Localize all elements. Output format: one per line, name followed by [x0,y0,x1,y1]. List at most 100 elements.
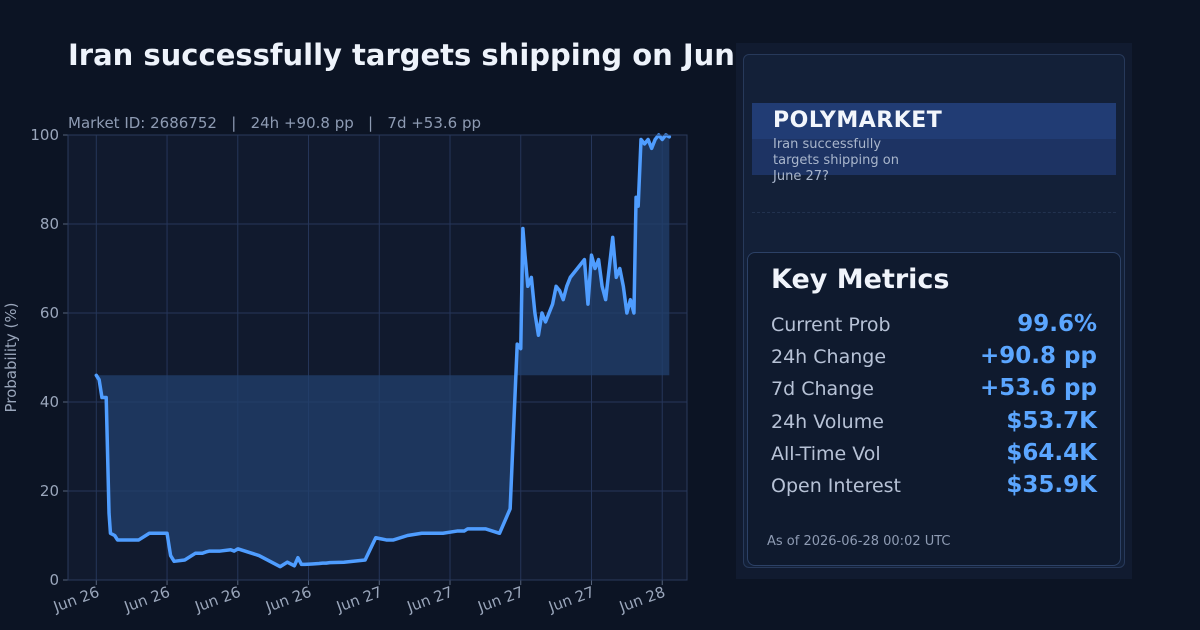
metric-row-all-time-volume: All-Time Vol $64.4K [771,440,1097,473]
as-of-timestamp: As of 2026-06-28 00:02 UTC [767,534,951,549]
y-tick-label: 60 [40,304,59,322]
data-point [102,396,105,399]
market-subtitle: Market ID: 2686752 | 24h +90.8 pp | 7d +… [68,114,482,132]
data-point [618,267,621,270]
data-point [148,532,151,535]
data-point [622,285,625,288]
plot-frame [67,134,688,581]
data-point [293,564,296,567]
data-point [236,548,239,550]
data-point [364,559,366,561]
metric-value: +90.8 pp [980,343,1097,369]
data-point [569,276,572,279]
metric-value: +53.6 pp [980,375,1097,401]
metric-value: $53.7K [1006,408,1097,434]
data-point [590,254,593,256]
data-point [668,135,671,138]
data-point [119,539,122,541]
data-point [374,536,377,539]
data-point [258,554,260,557]
data-point [137,539,140,541]
fill-layer [96,135,670,567]
x-tick-label: Jun 26 [262,583,314,616]
y-tick-label: 40 [40,393,59,411]
x-tick-label: Jun 27 [404,583,456,616]
metric-value: $64.4K [1006,440,1097,466]
data-point [194,552,197,555]
x-tick-label: Jun 26 [192,583,244,616]
metric-label: Open Interest [771,475,902,497]
data-point [548,312,550,314]
data-point [555,285,557,288]
data-point [229,548,232,551]
data-point [127,539,129,541]
metric-row-24h-change: 24h Change +90.8 pp [771,343,1097,376]
data-point [325,562,328,564]
data-point [601,285,603,288]
x-tick-label: Jun 28 [616,583,668,616]
data-point [442,532,444,535]
key-metrics-title: Key Metrics [771,264,950,295]
data-point [522,227,524,230]
data-point [159,532,161,535]
y-tick-label: 100 [30,126,59,144]
data-point [300,563,303,566]
data-point [519,347,522,350]
data-point [565,285,568,288]
data-point [594,267,596,270]
metric-row-current-prob: Current Prob 99.6% [771,311,1097,344]
data-point [527,285,529,288]
data-point [654,138,656,141]
y-axis-label: Probability (%) [2,302,20,412]
data-point [116,539,119,541]
data-point [633,312,635,314]
data-point [208,550,211,552]
metric-label: 7d Change [771,378,874,400]
brand-banner-top [752,103,1116,139]
y-tick-label: 80 [40,215,59,233]
metric-value: $35.9K [1006,472,1097,498]
metric-row-24h-volume: 24h Volume $53.7K [771,408,1097,441]
data-point [534,312,536,314]
data-point [219,550,221,552]
data-point [108,512,110,515]
data-point [109,532,112,535]
x-tick-label: Jun 26 [121,583,173,616]
key-metrics-card [747,252,1121,566]
x-tick-label: Jun 27 [475,583,527,616]
panel-divider [752,212,1116,213]
data-point [516,343,519,345]
data-point [473,528,476,530]
data-point [343,561,345,563]
data-point [279,565,282,568]
data-point [431,532,434,535]
brand-description: Iran successfully targets shipping on Ju… [773,137,899,184]
data-point [541,312,543,314]
data-point [597,258,600,261]
data-point [466,528,469,530]
data-point [524,254,526,256]
data-point [318,562,320,565]
data-point [647,138,649,141]
brand-name: POLYMARKET [773,108,943,133]
data-point [498,532,501,535]
data-point [101,396,103,399]
data-point [311,563,313,565]
data-point [169,554,172,557]
data-point [587,303,589,305]
data-point [113,534,116,537]
y-tick-label: 0 [49,571,59,589]
data-point [604,298,607,301]
data-point [537,334,540,337]
data-point [576,267,579,270]
data-point [551,303,554,305]
data-point [629,298,632,301]
data-point [484,528,487,530]
data-point [328,561,331,564]
data-point [233,550,236,552]
data-point [173,560,175,563]
data-point [530,276,533,279]
data-point [509,508,511,510]
data-point [562,298,564,301]
